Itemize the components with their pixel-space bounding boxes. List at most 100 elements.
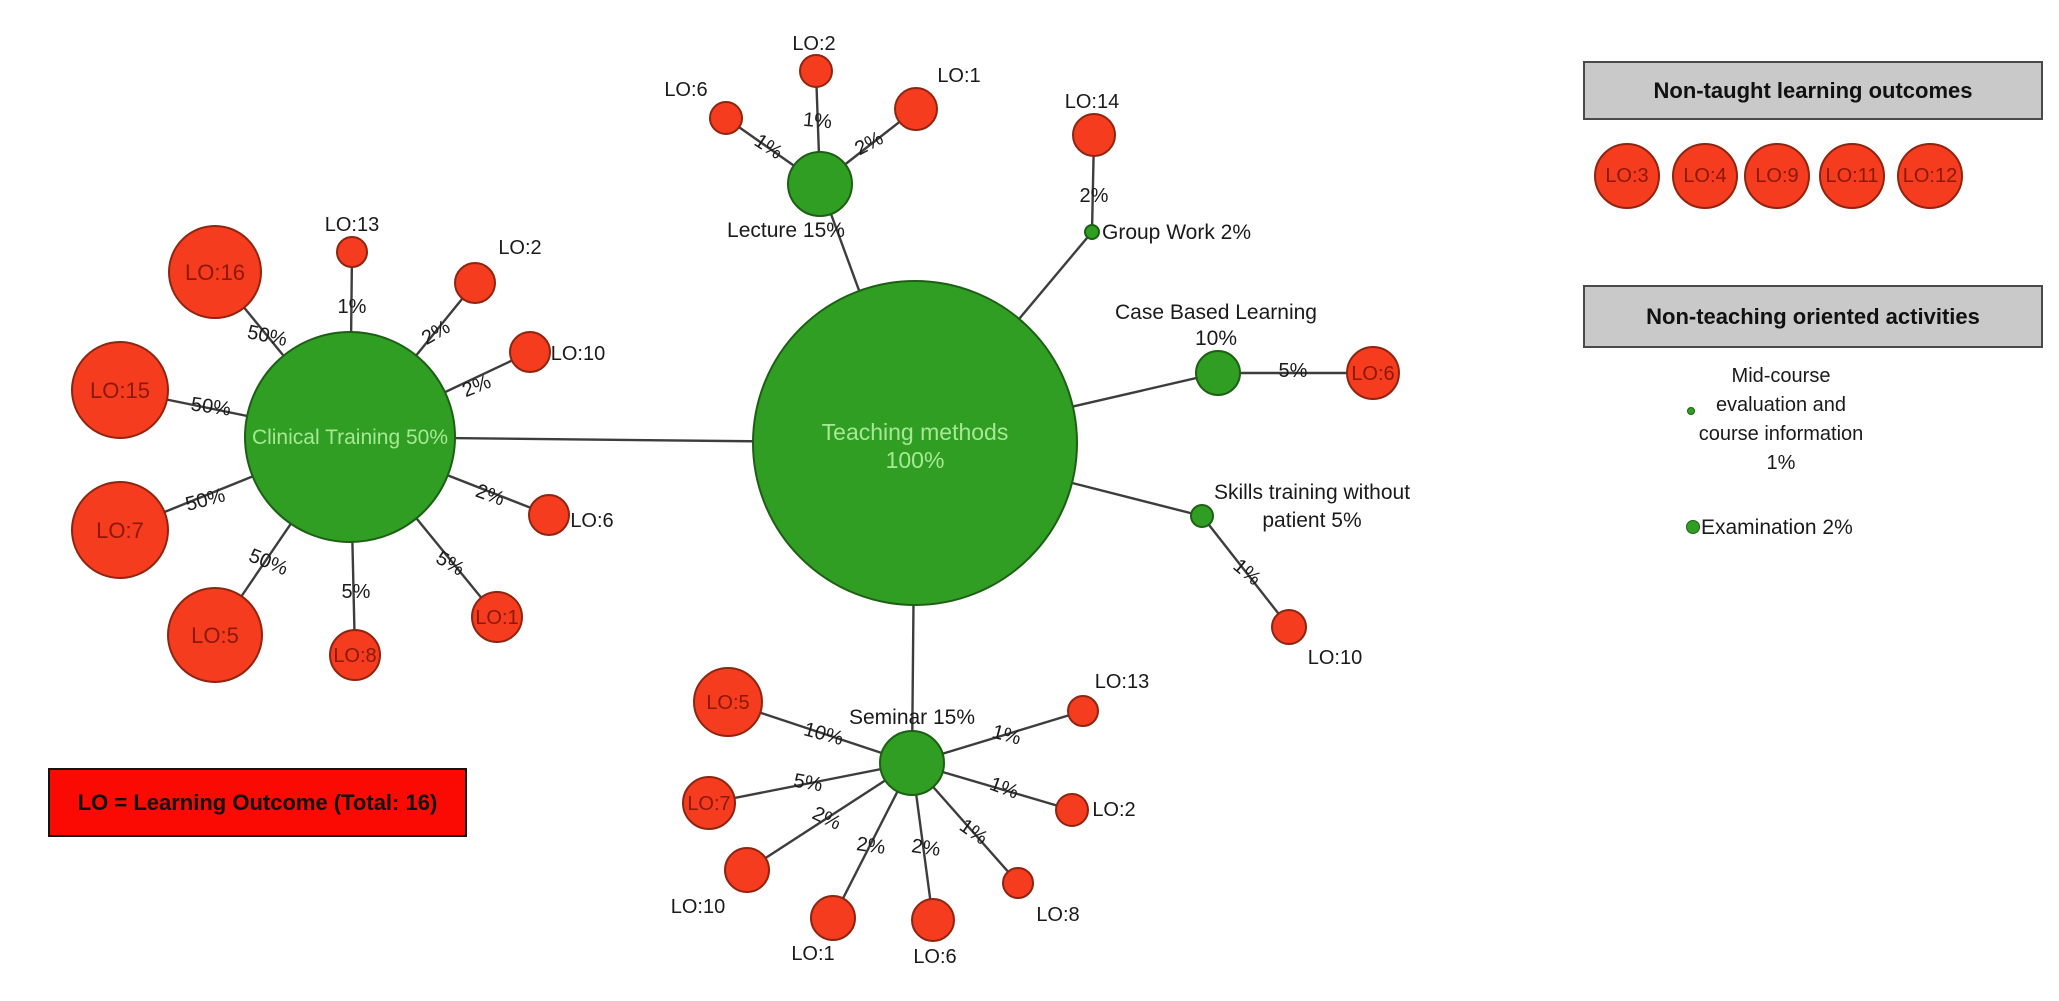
non-taught-outcome-lo3: LO:3: [1594, 143, 1660, 209]
outcome-node-c1: [471, 591, 523, 643]
outcome-label-lo2-clinical: LO:2: [498, 237, 541, 259]
edge-weight-label: 1%: [987, 773, 1022, 804]
outcome-node-lec2: [799, 54, 833, 88]
edge-weight-label: 1%: [802, 109, 833, 133]
method-node-clinical: [244, 331, 456, 543]
edge-weight-label: 50%: [183, 484, 228, 516]
edge-weight-label: 1%: [338, 296, 367, 318]
examination-item: Examination 2%: [1701, 516, 1853, 540]
outcome-node-cb6: [1346, 346, 1400, 400]
teaching-methods-label: 100%: [886, 447, 945, 473]
mid-course-evaluation-item-line: Mid-course: [1731, 365, 1831, 387]
edge-weight-label: 5%: [792, 770, 825, 797]
panel-header-non-taught-title: Non-taught learning outcomes: [1653, 77, 1973, 103]
outcome-label-lo1-seminar: LO:1: [791, 943, 834, 965]
edge-weight-label: 2%: [910, 835, 942, 861]
edge-weight-label: 2%: [459, 371, 494, 402]
mid-course-evaluation-item-line: 1%: [1766, 452, 1796, 474]
outcome-node-c10: [509, 331, 551, 373]
edge-weight-label: 2%: [418, 316, 454, 350]
outcome-node-g14: [1072, 113, 1116, 157]
case-based-learning-label: 10%: [1195, 327, 1237, 350]
mid-course-evaluation-item: Mid-course evaluation and course informati…: [1611, 362, 1951, 478]
edge-weight-label: 1%: [750, 130, 786, 164]
outcome-node-c7: [71, 481, 169, 579]
outcome-node-c13: [336, 236, 368, 268]
outcome-node-sem8: [1002, 867, 1034, 899]
outcome-label-lo13-clinical: LO:13: [325, 214, 379, 236]
mid-course-evaluation-item-dot: [1687, 407, 1695, 415]
legend-box: LO = Learning Outcome (Total: 16): [48, 768, 467, 837]
outcome-label-lo10-clinical: LO:10: [551, 343, 605, 365]
edge-seminar-sem7: [708, 761, 913, 805]
outcome-label-lo5-clinical: LO:5: [191, 623, 239, 648]
non-taught-outcome-lo12: LO:12: [1897, 143, 1963, 209]
panel-header-non-teaching-title: Non-teaching oriented activities: [1646, 303, 1980, 329]
outcome-node-c8: [329, 629, 381, 681]
panel-header-non-teaching: Non-teaching oriented activities: [1583, 285, 2043, 348]
edge-weight-label: 2%: [1080, 185, 1109, 207]
non-taught-outcome-lo9: LO:9: [1744, 143, 1810, 209]
edge-weight-label: 1%: [1229, 555, 1265, 591]
outcome-node-lec6: [709, 101, 743, 135]
edge-weight-label: 10%: [801, 718, 846, 750]
mid-course-evaluation-item-line: evaluation and: [1715, 394, 1847, 416]
outcome-label-lo7-seminar: LO:7: [687, 793, 730, 815]
outcome-label-lo15: LO:15: [90, 378, 150, 403]
outcome-label-lo1-lecture: LO:1: [937, 65, 980, 87]
outcome-node-sem5: [693, 667, 763, 737]
edge-weight-label: 2%: [473, 480, 508, 511]
outcome-label-lo7-clinical: LO:7: [96, 518, 144, 543]
mid-course-evaluation-item-line: course information: [1698, 423, 1864, 445]
outcome-node-sk10: [1271, 609, 1307, 645]
outcome-label-lo6-clinical: LO:6: [570, 510, 613, 532]
edge-weight-label: 50%: [246, 545, 292, 580]
outcome-label-lo8-seminar: LO:8: [1036, 904, 1079, 926]
examination-item-dot: [1686, 520, 1700, 534]
outcome-node-c6: [528, 494, 570, 536]
outcome-label-lo10-seminar: LO:10: [671, 896, 725, 918]
seminar-label: Seminar 15%: [849, 706, 975, 729]
edge-weight-label: 5%: [342, 581, 371, 603]
outcome-node-sem1: [810, 895, 856, 941]
outcome-node-c15: [71, 341, 169, 439]
edge-weight-label: 1%: [990, 721, 1024, 750]
panel-header-non-taught: Non-taught learning outcomes: [1583, 61, 2043, 120]
non-taught-outcome-lo11: LO:11: [1819, 143, 1885, 209]
edge-weight-label: 2%: [855, 833, 887, 859]
edge-weight-label: 2%: [809, 802, 845, 834]
outcome-label-lo2-seminar: LO:2: [1092, 799, 1135, 821]
skills-training-label: patient 5%: [1262, 509, 1361, 532]
non-taught-outcome-lo4: LO:4: [1672, 143, 1738, 209]
outcome-node-lec1: [894, 87, 938, 131]
outcome-label-lo13-seminar: LO:13: [1095, 671, 1149, 693]
teaching-methods-label: Teaching methods: [822, 419, 1009, 445]
outcome-node-sem13: [1067, 695, 1099, 727]
outcome-node-sem6: [911, 898, 955, 942]
outcome-label-lo2-lecture: LO:2: [792, 33, 835, 55]
edge-weight-label: 50%: [245, 321, 289, 351]
outcome-label-lo16: LO:16: [185, 260, 245, 285]
outcome-label-lo10-skills: LO:10: [1308, 647, 1362, 669]
examination-item-line: Examination 2%: [1701, 516, 1853, 539]
method-node-skills: [1190, 504, 1214, 528]
legend-label: LO = Learning Outcome (Total: 16): [77, 789, 438, 815]
lecture-label: Lecture 15%: [727, 219, 845, 242]
outcome-node-sem7: [682, 776, 736, 830]
outcome-node-c16: [168, 225, 262, 319]
method-node-seminar: [879, 730, 945, 796]
outcome-node-sem10: [724, 847, 770, 893]
edge-weight-label: 50%: [189, 393, 232, 420]
outcome-node-sem2: [1055, 793, 1089, 827]
method-node-cbl: [1195, 350, 1241, 396]
outcome-label-lo6-cbl: LO:6: [1351, 363, 1394, 385]
method-node-teaching: [752, 280, 1078, 606]
edge-weight-label: 5%: [1279, 360, 1308, 382]
outcome-label-lo14: LO:14: [1065, 91, 1119, 113]
outcome-label-lo8-clinical: LO:8: [333, 645, 376, 667]
edge-skills-sk10: [1201, 515, 1290, 628]
skills-training-label: Skills training without: [1214, 481, 1410, 504]
outcome-label-lo1-clinical: LO:1: [475, 607, 518, 629]
case-based-learning-label: Case Based Learning: [1115, 301, 1317, 324]
